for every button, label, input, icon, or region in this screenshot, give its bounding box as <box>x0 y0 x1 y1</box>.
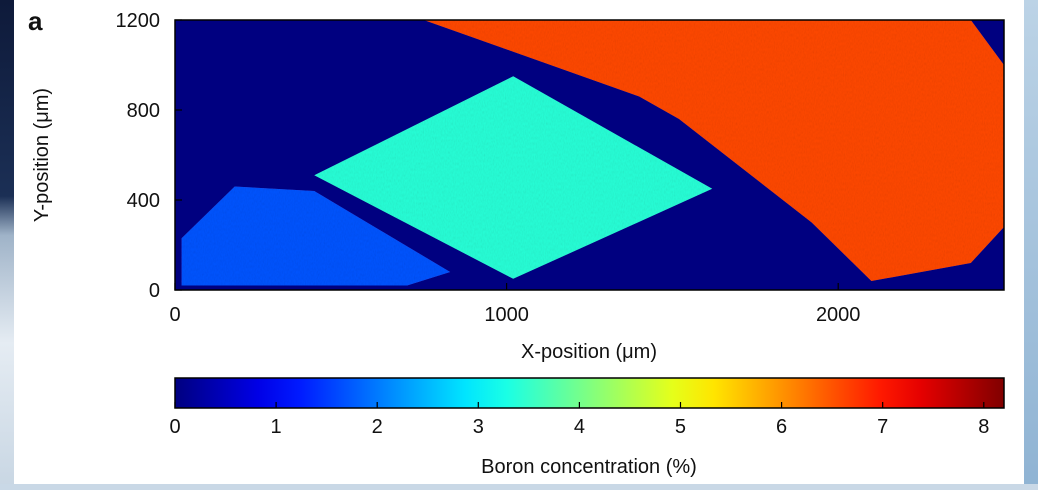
colorbar <box>174 377 1005 409</box>
heatmap-region-3 <box>423 20 1004 281</box>
colorbar-tick-label: 3 <box>473 416 484 438</box>
plot-frame <box>174 19 1005 291</box>
left-edge-strip <box>0 0 14 490</box>
bottom-edge-strip <box>0 484 1038 490</box>
heatmap-plot-area <box>175 20 1004 290</box>
x-axis-label: X-position (μm) <box>521 341 657 363</box>
colorbar-tick-label: 4 <box>574 416 585 438</box>
colorbar-tick-label: 7 <box>877 416 888 438</box>
y-axis-label: Y-position (μm) <box>31 88 53 222</box>
right-edge-strip <box>1024 0 1038 490</box>
y-tick-label: 400 <box>127 190 160 212</box>
x-tick-label: 1000 <box>484 304 529 326</box>
colorbar-label: Boron concentration (%) <box>481 456 697 478</box>
colorbar-tick-label: 2 <box>372 416 383 438</box>
colorbar-tick-label: 8 <box>978 416 989 438</box>
colorbar-tick-label: 1 <box>271 416 282 438</box>
heatmap-region-1 <box>181 186 451 286</box>
colorbar-tick-label: 5 <box>675 416 686 438</box>
colorbar-tick-label: 0 <box>169 416 180 438</box>
y-tick-label: 0 <box>149 280 160 302</box>
heatmap-region-2 <box>314 76 713 279</box>
x-tick-label: 2000 <box>816 304 861 326</box>
x-tick-label: 0 <box>169 304 180 326</box>
y-tick-label: 800 <box>127 100 160 122</box>
panel-label: a <box>28 6 43 36</box>
y-tick-label: 1200 <box>116 10 161 32</box>
colorbar-tick-label: 6 <box>776 416 787 438</box>
